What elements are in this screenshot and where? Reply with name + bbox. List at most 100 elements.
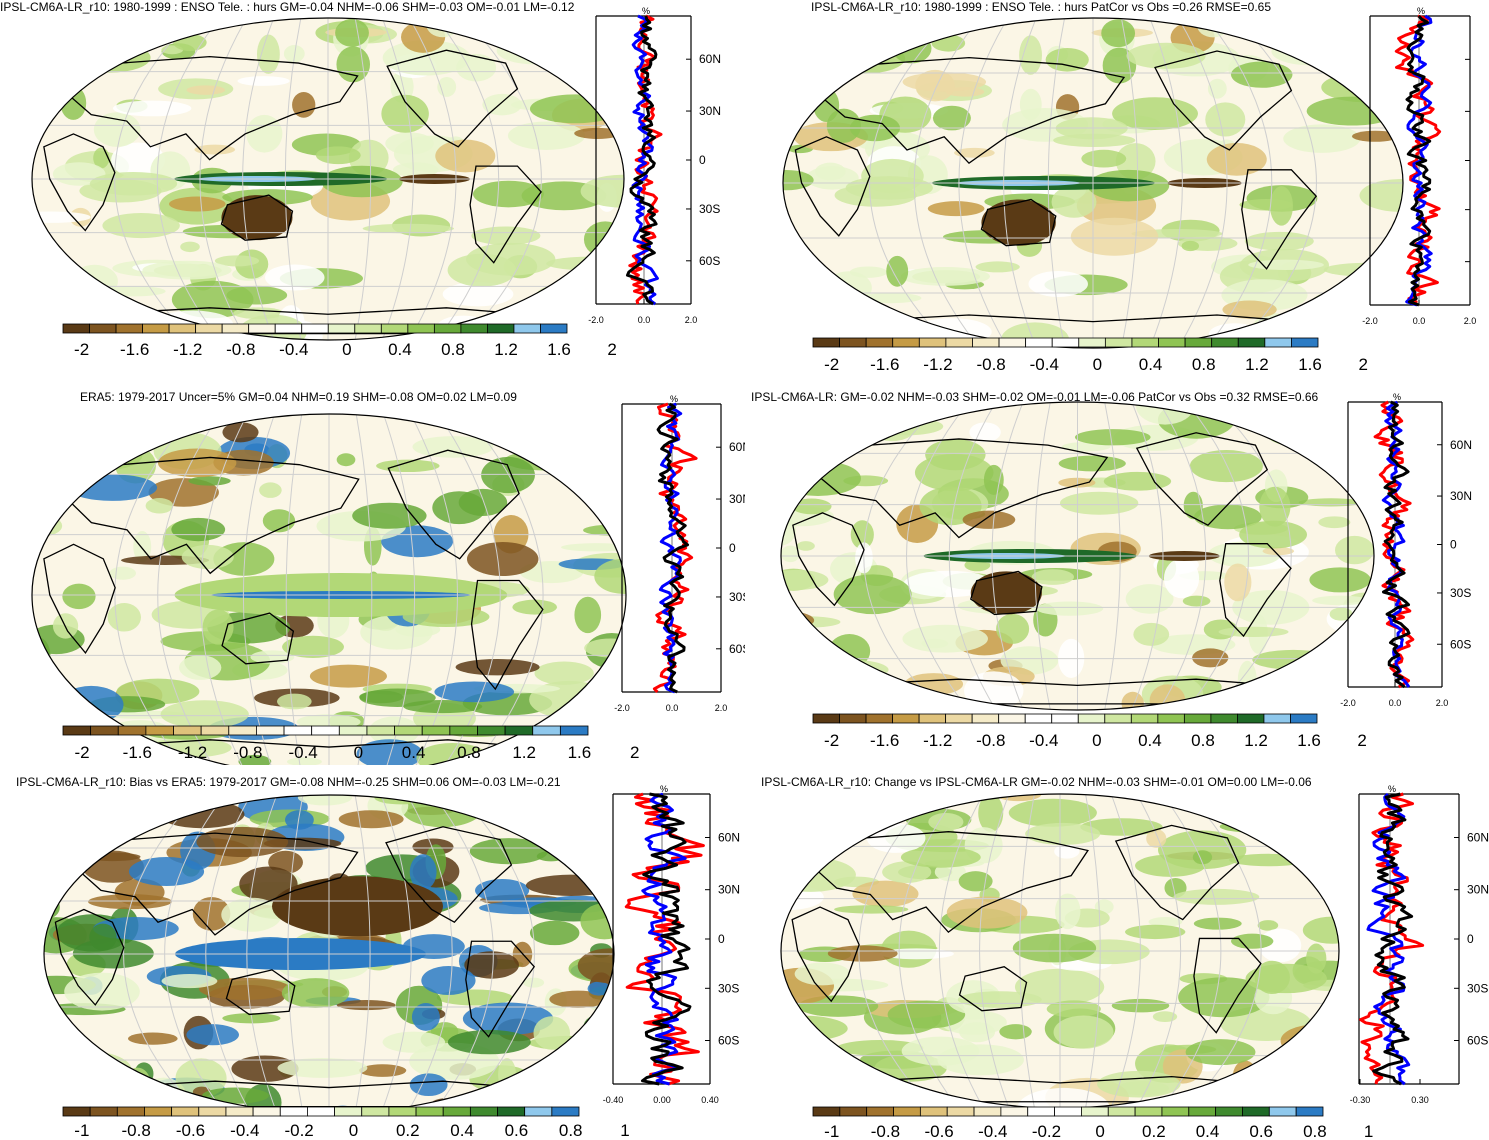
panel-3: ERA5: 1979-2017 Uncer=5% GM=0.04 NHM=0.1… <box>0 380 745 765</box>
field-patch <box>237 76 290 86</box>
field-patch <box>781 616 841 628</box>
graticule-meridian <box>205 795 252 1113</box>
profile-curve <box>631 14 659 306</box>
field-patch <box>781 1015 848 1042</box>
field-patch <box>435 139 496 173</box>
colorbar-tick-label: -0.6 <box>176 1121 205 1140</box>
colorbar-swatch <box>1237 337 1266 348</box>
field-patch <box>1193 917 1242 930</box>
profile-unit: % <box>642 6 650 16</box>
field-patch <box>412 436 494 458</box>
graticule-meridian <box>156 18 220 340</box>
coastline <box>225 969 296 1016</box>
graticule-meridian <box>354 795 371 1113</box>
field-patch <box>796 541 815 551</box>
field-patch <box>139 795 172 826</box>
field-patch <box>194 144 236 155</box>
field-patch <box>1055 893 1081 930</box>
colorbar-swatch <box>380 323 409 334</box>
colorbar-swatch <box>1264 337 1292 348</box>
field-patch <box>1306 18 1369 38</box>
field-patch <box>1312 595 1369 606</box>
world-map: -2 -1.6 -1.2 -0.8 -0.4 0 0.4 0.8 1.2 1.6 2% -2.0 0.0… <box>782 6 1477 374</box>
field-patch <box>1189 449 1263 483</box>
field-patch <box>44 807 93 844</box>
profile-unit: % <box>1388 784 1396 794</box>
colorbar-tick-label: 0.8 <box>1191 731 1215 750</box>
profile-lat-label: 30S <box>729 590 745 604</box>
field-patch <box>583 524 626 536</box>
graticule-meridian <box>1019 794 1035 1108</box>
colorbar-tick-label: 0.8 <box>559 1121 583 1140</box>
field-patch <box>837 1070 873 1099</box>
colorbar-tick-label: -1.2 <box>178 743 207 762</box>
colorbar-swatch <box>1078 337 1106 348</box>
colorbar-swatch <box>115 323 143 334</box>
profile-x-label: 0.40 <box>701 1095 719 1105</box>
field-patch <box>1283 124 1361 153</box>
colorbar-tick-label: -1.6 <box>120 340 149 359</box>
field-patch <box>1329 607 1353 621</box>
colorbar-swatch <box>1104 337 1133 348</box>
field-patch <box>587 874 614 889</box>
pacific-anomaly <box>272 876 443 937</box>
field-patch <box>834 905 909 914</box>
colorbar-swatch <box>865 713 893 724</box>
colorbar-swatch <box>1237 713 1265 724</box>
field-patch <box>471 226 541 246</box>
colorbar-tick-label: 1.6 <box>547 340 571 359</box>
field-patch <box>1259 486 1291 527</box>
graticule-meridian <box>1161 794 1222 1108</box>
field-patch <box>507 121 586 150</box>
colorbar-tick-label: -0.8 <box>122 1121 151 1140</box>
profile-curve <box>1359 792 1425 1085</box>
map-title: IPSL-CM6A-LR: GM=-0.02 NHM=-0.03 SHM=-0.… <box>751 390 1319 404</box>
field-patch <box>969 422 1001 443</box>
coastline <box>969 570 1043 616</box>
field-patch <box>1310 292 1356 317</box>
field-patch <box>222 422 259 443</box>
field-patch <box>826 108 861 143</box>
colorbar-swatch <box>1242 1106 1270 1117</box>
field-patch <box>786 835 847 858</box>
profile-x-label: 2.0 <box>1464 316 1477 326</box>
profile-x-label: -2.0 <box>614 703 630 713</box>
field-patch <box>589 489 609 512</box>
field-patch <box>781 810 822 838</box>
field-patch <box>44 1046 66 1079</box>
colorbar-tick-label: 0.8 <box>457 743 481 762</box>
field-patch <box>1126 42 1206 69</box>
colorbar: -1 -0.8 -0.6 -0.4 -0.2 0 0.2 0.4 0.6 0.8 1 <box>812 1106 1373 1140</box>
profile-lat-label: 30N <box>729 492 745 506</box>
coastline <box>1219 543 1292 638</box>
colorbar-swatch <box>145 725 174 736</box>
colorbar-swatch <box>62 323 90 334</box>
field-patch <box>40 18 92 40</box>
field-patch <box>421 966 476 995</box>
colorbar-tick-label: 0.8 <box>441 340 465 359</box>
field-patch <box>142 260 232 280</box>
field-patch <box>534 285 580 310</box>
colorbar-swatch <box>946 1106 975 1117</box>
field-patch <box>1271 37 1349 66</box>
field-patch <box>1257 920 1279 931</box>
field-patch <box>473 180 544 208</box>
colorbar-swatch <box>1290 713 1318 724</box>
colorbar-tick-label: 0 <box>1092 731 1101 750</box>
field-patch <box>1350 289 1403 324</box>
colorbar-swatch <box>469 1106 498 1117</box>
profile-curve <box>626 15 658 306</box>
field-patch <box>1207 541 1281 568</box>
field-patch <box>484 18 533 46</box>
graticule-meridian <box>1104 402 1121 710</box>
field-patch <box>32 20 53 56</box>
profile-lat-label: 30N <box>699 104 721 118</box>
field-patch <box>1070 217 1159 256</box>
field-patch <box>580 174 624 208</box>
profile-lat-label: 30N <box>1450 489 1472 503</box>
colorbar-swatch <box>1215 1106 1243 1117</box>
profile-unit: % <box>1417 6 1425 16</box>
field-patch <box>409 854 437 890</box>
field-patch <box>1051 185 1097 218</box>
field-patch <box>88 894 172 910</box>
